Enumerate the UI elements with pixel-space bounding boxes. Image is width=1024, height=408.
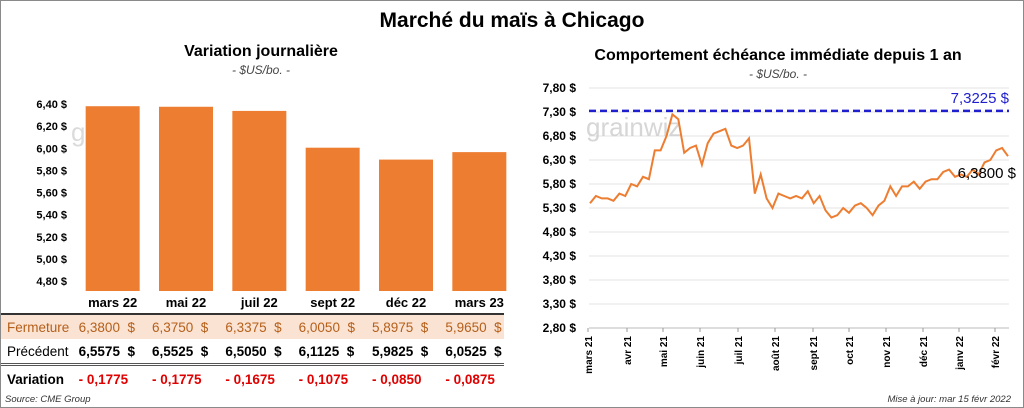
line-x-tick-label: oct 21 (845, 336, 856, 365)
bar-y-tick-label: 4,80 $ (36, 276, 67, 288)
row-label: Variation (7, 372, 65, 387)
bar-mars-22 (85, 106, 140, 292)
bar-y-tick-label: 6,20 $ (36, 121, 67, 133)
table-cell: 6,5575 $ (78, 344, 135, 359)
line-x-tick-label: mai 21 (659, 336, 670, 368)
line-y-tick-label: 2,80 $ (543, 321, 577, 335)
table-cell: 6,5525 $ (152, 344, 209, 359)
bar-x-tick-label: juil 22 (240, 295, 278, 310)
table-cell: 6,3750 $ (152, 320, 209, 335)
last-price-label: 6,3800 $ (958, 165, 1017, 182)
bar-x-tick-label: déc 22 (386, 295, 426, 310)
line-y-tick-label: 4,30 $ (543, 249, 577, 263)
watermark: grainwiz (586, 112, 681, 142)
line-chart-subtitle: - $US/bo. - (748, 67, 808, 81)
table-cell: 6,5050 $ (225, 344, 282, 359)
table-cell: - 0,0875 (445, 372, 495, 387)
update-note: Mise à jour: mar 15 févr 2022 (887, 394, 1011, 405)
line-x-tick-label: févr 22 (991, 336, 1002, 369)
table-row-variation: Variation - 0,1775 - 0,1775 - 0,1675 - 0,107… (1, 367, 504, 391)
table-cell: - 0,1775 (152, 372, 202, 387)
reference-line-label: 7,3225 $ (951, 90, 1010, 107)
table-cell: - 0,0850 (372, 372, 422, 387)
line-x-tick-label: nov 21 (882, 336, 893, 368)
line-x-tick-label: juil 21 (734, 336, 745, 366)
line-y-tick-label: 3,30 $ (543, 297, 577, 311)
bar-chart-subtitle: - $US/bo. - (231, 63, 291, 77)
bar-y-tick-label: 5,40 $ (36, 210, 67, 222)
table-cell: - 0,1775 (78, 372, 129, 387)
table-cell: 6,0050 $ (298, 320, 355, 335)
line-x-tick-label: sept 21 (809, 336, 820, 371)
line-y-tick-label: 7,30 $ (543, 105, 577, 119)
line-y-tick-label: 5,30 $ (543, 201, 577, 215)
bar-y-tick-label: 5,20 $ (36, 232, 67, 244)
row-label: Fermeture (7, 320, 70, 335)
bar-chart-title: Variation journalière (184, 43, 338, 60)
table-row-fermeture: Fermeture 6,3800 $ 6,3750 $ 6,3375 $ 6,0050 … (1, 313, 504, 339)
bar-x-tick-label: mai 22 (166, 295, 206, 310)
bar-y-tick-label: 5,80 $ (36, 165, 67, 177)
row-label: Précédent (7, 344, 69, 359)
table-row-precedent: Précédent 6,5575 $ 6,5525 $ 6,5050 $ 6,1125 … (1, 339, 504, 366)
table-cell: 6,3800 $ (78, 320, 135, 335)
table-cell: - 0,1075 (298, 372, 349, 387)
bar-juil-22 (232, 110, 287, 291)
bar-déc-22 (379, 159, 433, 291)
bar-x-tick-label: mars 23 (455, 295, 504, 310)
table-cell: 5,9825 $ (372, 344, 429, 359)
table-cell: 5,9650 $ (445, 320, 502, 335)
line-y-tick-label: 3,80 $ (543, 273, 577, 287)
line-y-tick-label: 4,80 $ (543, 225, 577, 239)
line-y-tick-label: 6,30 $ (543, 153, 577, 167)
bar-y-tick-label: 6,40 $ (36, 99, 67, 111)
line-y-tick-label: 7,80 $ (543, 81, 577, 95)
main-title: Marché du maïs à Chicago (379, 9, 645, 32)
line-x-tick-label: mars 21 (584, 336, 595, 374)
bar-x-tick-label: mars 22 (88, 295, 137, 310)
table-cell: - 0,1675 (225, 372, 275, 387)
bar-x-tick-label: sept 22 (310, 295, 355, 310)
line-y-tick-label: 5,80 $ (543, 177, 577, 191)
line-chart-title: Comportement échéance immédiate depuis 1… (594, 47, 962, 64)
line-x-tick-label: août 21 (771, 336, 782, 371)
bar-mars-23 (452, 152, 507, 291)
bar-y-tick-label: 5,00 $ (36, 254, 67, 266)
table-cell: 6,0525 $ (445, 344, 502, 359)
bar-sept-22 (305, 147, 360, 291)
line-y-tick-label: 6,80 $ (543, 129, 577, 143)
line-x-tick-label: déc 21 (919, 336, 930, 368)
table-cell: 5,8975 $ (372, 320, 429, 335)
line-x-tick-label: avr 21 (623, 336, 634, 365)
line-x-tick-label: janv 22 (955, 336, 966, 371)
bar-y-tick-label: 5,60 $ (36, 188, 67, 200)
bar-mai-22 (159, 106, 213, 291)
bar-y-tick-label: 6,00 $ (36, 143, 67, 155)
source-note: Source: CME Group (5, 394, 91, 405)
table-cell: 6,1125 $ (298, 344, 355, 359)
line-x-tick-label: juin 21 (696, 336, 707, 369)
table-cell: 6,3375 $ (225, 320, 282, 335)
price-line (589, 112, 1009, 219)
